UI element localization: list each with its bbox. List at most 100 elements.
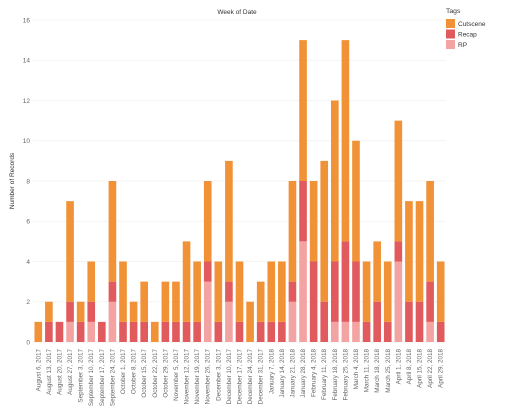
bar-segment-recap[interactable] xyxy=(203,261,212,282)
bar-segment-cutscene[interactable] xyxy=(235,261,244,322)
bar-segment-recap[interactable] xyxy=(172,321,180,343)
bar-segment-recap[interactable] xyxy=(331,261,339,322)
bar-segment-rp[interactable] xyxy=(299,241,307,343)
bar-segment-cutscene[interactable] xyxy=(119,261,127,322)
x-axis-ticks: August 6, 2017 August 13, 2017 August 20, … xyxy=(35,349,444,407)
bar-segment-recap[interactable] xyxy=(405,301,413,342)
bar-segment-cutscene[interactable] xyxy=(415,201,424,302)
bar-segment-recap[interactable] xyxy=(108,281,117,302)
bar-segment-recap[interactable] xyxy=(235,321,244,343)
y-tick-label: 4 xyxy=(26,259,30,266)
bar-segment-recap[interactable] xyxy=(87,301,96,322)
bar-segment-recap[interactable] xyxy=(161,321,170,343)
bar-segment-recap[interactable] xyxy=(352,261,360,322)
bar-segment-cutscene[interactable] xyxy=(426,181,434,282)
bar-segment-rp[interactable] xyxy=(341,321,350,343)
bar-segment-cutscene[interactable] xyxy=(383,261,392,322)
bar-segment-rp[interactable] xyxy=(426,321,434,343)
bar-segment-cutscene[interactable] xyxy=(331,100,339,262)
bar-segment-recap[interactable] xyxy=(76,321,85,343)
bar-segment-recap[interactable] xyxy=(66,301,74,322)
bar-segment-cutscene[interactable] xyxy=(150,321,159,343)
y-tick-label: 14 xyxy=(23,58,31,65)
bar-segment-cutscene[interactable] xyxy=(309,181,318,262)
bar-segment-recap[interactable] xyxy=(225,281,233,302)
bar-segment-cutscene[interactable] xyxy=(256,281,265,322)
bar-segment-rp[interactable] xyxy=(66,321,74,343)
bar-segment-cutscene[interactable] xyxy=(288,181,297,282)
bar-segment-recap[interactable] xyxy=(320,301,329,342)
bar-segment-recap[interactable] xyxy=(267,321,276,343)
bar-segment-recap[interactable] xyxy=(373,301,381,342)
bar-segment-cutscene[interactable] xyxy=(214,261,223,322)
bar-segment-cutscene[interactable] xyxy=(161,281,170,322)
bar-segment-rp[interactable] xyxy=(225,301,233,342)
bar-segment-cutscene[interactable] xyxy=(34,321,43,343)
bar-segment-recap[interactable] xyxy=(55,321,64,343)
bar-segment-recap[interactable] xyxy=(193,321,201,343)
bar-segment-recap[interactable] xyxy=(415,301,424,342)
bar-segment-rp[interactable] xyxy=(203,281,212,343)
bar-segment-recap[interactable] xyxy=(119,321,127,343)
bar-segment-recap[interactable] xyxy=(140,321,148,343)
bar-segment-recap[interactable] xyxy=(394,241,403,262)
bar-segment-recap[interactable] xyxy=(341,241,350,322)
bar-segment-cutscene[interactable] xyxy=(172,281,180,322)
bar-segment-recap[interactable] xyxy=(256,321,265,343)
bar-segment-recap[interactable] xyxy=(362,321,371,343)
bar-segment-cutscene[interactable] xyxy=(373,241,381,302)
bar-segment-rp[interactable] xyxy=(331,321,339,343)
bar-segment-cutscene[interactable] xyxy=(76,301,85,322)
x-tick-label: October 8, 2017 xyxy=(131,349,138,395)
legend-label-cutscene[interactable]: Cutscene xyxy=(458,21,486,28)
x-tick-label: January 21, 2018 xyxy=(289,349,296,398)
bar-segment-recap[interactable] xyxy=(98,321,106,343)
bar-segment-recap[interactable] xyxy=(383,321,392,343)
bar-segment-recap[interactable] xyxy=(214,321,223,343)
bar-segment-cutscene[interactable] xyxy=(203,181,212,262)
bar-segment-cutscene[interactable] xyxy=(362,261,371,322)
x-tick-label: August 20, 2017 xyxy=(56,349,63,395)
bar-segment-rp[interactable] xyxy=(87,321,96,343)
bar-segment-recap[interactable] xyxy=(436,321,445,343)
legend-label-rp[interactable]: RP xyxy=(458,42,467,49)
bar-segment-cutscene[interactable] xyxy=(45,301,53,322)
legend-label-recap[interactable]: Recap xyxy=(458,32,477,39)
legend-swatch-recap[interactable] xyxy=(446,29,455,39)
y-axis-title: Number of Records xyxy=(9,152,16,209)
bar-segment-recap[interactable] xyxy=(45,321,53,343)
bar-segment-recap[interactable] xyxy=(299,181,307,242)
bar-segment-cutscene[interactable] xyxy=(108,181,117,282)
bar-segment-rp[interactable] xyxy=(394,261,403,343)
bar-segment-cutscene[interactable] xyxy=(225,160,233,282)
bar-segment-cutscene[interactable] xyxy=(267,261,276,322)
bar-segment-recap[interactable] xyxy=(182,321,191,343)
bar-segment-cutscene[interactable] xyxy=(394,120,403,242)
legend-swatch-rp[interactable] xyxy=(446,40,455,49)
bar-segment-recap[interactable] xyxy=(426,281,434,322)
bar-segment-rp[interactable] xyxy=(352,321,360,343)
bar-segment-cutscene[interactable] xyxy=(182,241,191,322)
bar-segment-cutscene[interactable] xyxy=(129,301,138,322)
bar-segment-cutscene[interactable] xyxy=(320,160,329,302)
bar-segment-recap[interactable] xyxy=(288,281,297,302)
bar-segment-cutscene[interactable] xyxy=(405,201,413,302)
legend-swatch-cutscene[interactable] xyxy=(446,19,455,28)
bar-segment-cutscene[interactable] xyxy=(66,201,74,302)
x-tick-label: September 10, 2017 xyxy=(88,349,95,407)
bar-segment-cutscene[interactable] xyxy=(299,40,307,182)
bar-segment-cutscene[interactable] xyxy=(140,281,148,322)
bar-segment-cutscene[interactable] xyxy=(341,40,350,242)
bar-segment-recap[interactable] xyxy=(309,261,318,343)
x-tick-label: January 7, 2018 xyxy=(268,349,275,395)
bar-segment-cutscene[interactable] xyxy=(246,301,254,342)
bar-segment-cutscene[interactable] xyxy=(278,261,286,322)
bar-segment-cutscene[interactable] xyxy=(193,261,201,322)
bar-segment-cutscene[interactable] xyxy=(352,140,360,262)
bar-segment-recap[interactable] xyxy=(278,321,286,343)
bar-segment-recap[interactable] xyxy=(129,321,138,343)
bar-segment-rp[interactable] xyxy=(108,301,117,342)
bar-segment-cutscene[interactable] xyxy=(87,261,96,302)
bar-segment-rp[interactable] xyxy=(288,301,297,342)
bar-segment-cutscene[interactable] xyxy=(436,261,445,322)
